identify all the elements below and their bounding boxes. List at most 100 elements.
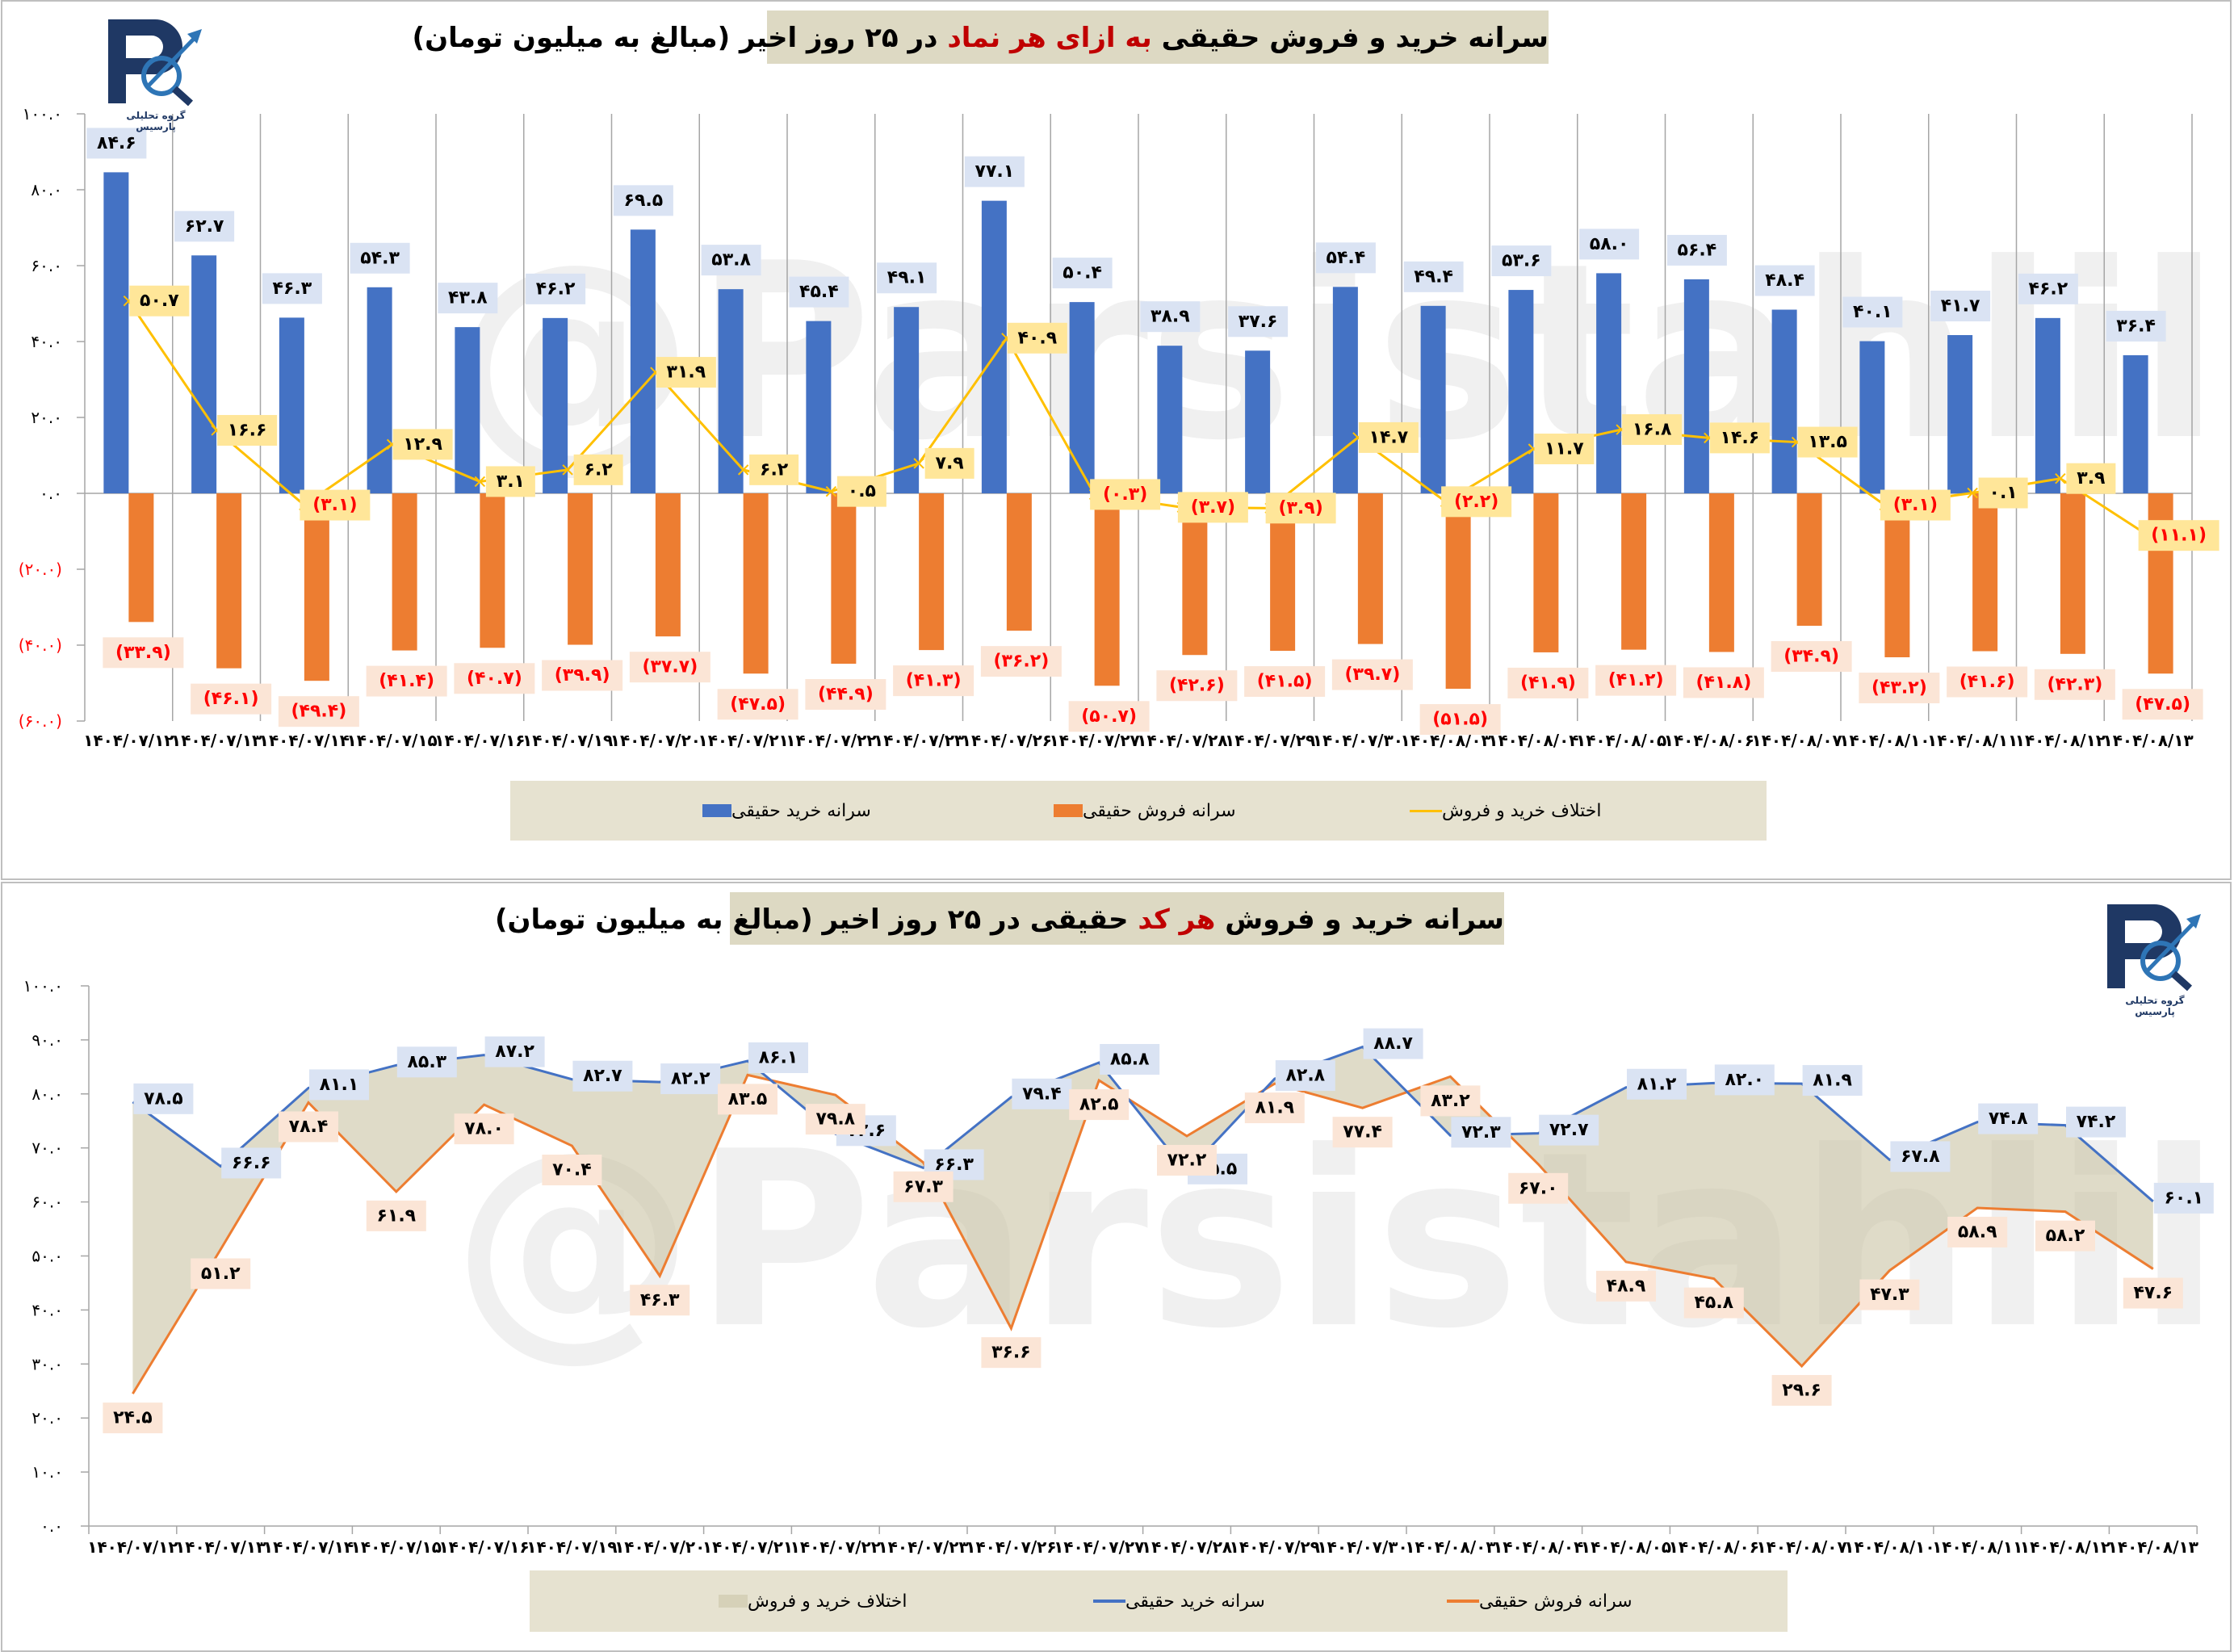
sell-data-label-bg: [1947, 666, 2028, 698]
buy-data-label-text: ۴۰.۱: [1853, 302, 1892, 322]
buy-data-label: ۵۰.۴: [1052, 258, 1113, 289]
buy-data-label-bg: [1052, 258, 1113, 289]
x-tick-label: ۱۴۰۴/۰۷/۱۵: [346, 731, 437, 750]
x-tick-label: ۱۴۰۴/۰۸/۱۲: [2015, 731, 2106, 750]
x-tick-label: ۱۴۰۴/۰۸/۱۰: [1839, 731, 1930, 750]
sell-data-label: ۴۷.۳: [1859, 1279, 1920, 1310]
diff-data-label: ۱۱.۷: [1534, 434, 1595, 465]
bar-buy: [1245, 350, 1271, 493]
bar-buy: [1859, 341, 1885, 493]
buy-data-label-bg: [526, 273, 586, 304]
buy-data-label-bg: [613, 185, 673, 216]
diff-data-label: (۳.۱): [1880, 489, 1951, 521]
buy-data-label: ۴۶.۲: [526, 273, 586, 304]
buy-data-label-text: ۷۸.۵: [144, 1088, 183, 1109]
diff-data-label-bg: [300, 489, 371, 521]
sell-data-label-text: (۳۷.۷): [643, 657, 698, 677]
bar-sell: [304, 493, 329, 681]
sell-data-label-bg: [893, 1171, 954, 1202]
diff-data-label-bg: [1797, 426, 1858, 458]
diff-data-label: ۳.۱: [485, 466, 535, 497]
buy-data-label-text: ۴۸.۴: [1765, 270, 1804, 291]
buy-data-label: ۷۲.۷: [1539, 1114, 1599, 1146]
diff-data-label: ۳۱.۹: [656, 357, 716, 388]
x-tick-label: ۱۴۰۴/۰۷/۲۷: [1049, 731, 1139, 750]
sell-data-label: ۵۸.۹: [1947, 1216, 2008, 1247]
buy-data-label-text: ۸۱.۱: [320, 1075, 359, 1095]
buy-line: [132, 1045, 2154, 1203]
buy-data-label: ۳۸.۹: [1140, 301, 1201, 333]
sell-data-label-text: (۵۰.۷): [1081, 707, 1137, 727]
legend-swatch-sell: [1054, 804, 1083, 817]
buy-data-label: ۷۲.۳: [1451, 1117, 1511, 1148]
sell-data-label-text: ۴۷.۳: [1870, 1285, 1909, 1305]
buy-data-label-bg: [572, 1060, 633, 1092]
logo-top: گروه تحلیلی پارسیس: [107, 18, 205, 132]
bar-sell: [919, 493, 945, 651]
x-tick-label: ۱۴۰۴/۰۸/۱۰: [1844, 1537, 1934, 1557]
diff-data-label-text: ۶.۲: [760, 459, 789, 480]
y-tick-label: ۶۰.۰: [31, 1193, 63, 1212]
sell-data-label-text: (۴۱.۹): [1520, 673, 1576, 693]
sell-data-label-bg: [1771, 1374, 1832, 1406]
buy-data-label: ۷۷.۱: [964, 156, 1025, 187]
bar-sell: [216, 493, 242, 669]
diff-data-label: ۰.۵: [836, 476, 886, 507]
bar-buy: [191, 255, 217, 493]
bar-sell: [1006, 493, 1032, 631]
buy-data-label-text: ۳۷.۶: [1239, 312, 1278, 332]
y-tick-label: ۹۰.۰: [31, 1030, 63, 1050]
buy-data-label-text: ۸۷.۲: [495, 1042, 534, 1062]
sell-data-label-text: ۲۴.۵: [113, 1408, 153, 1428]
buy-data-label: ۴۳.۸: [438, 283, 498, 314]
sell-data-label-text: (۴۷.۵): [730, 694, 786, 715]
sell-data-label-text: ۶۷.۳: [903, 1176, 943, 1197]
bar-buy: [367, 287, 392, 493]
bar-buy: [1683, 279, 1709, 493]
diff-data-label: ۶.۲: [573, 454, 623, 485]
sell-data-label: (۴۶.۱): [191, 683, 272, 715]
sell-data-label-text: (۳۹.۷): [1345, 665, 1401, 685]
buy-data-label: ۸۲.۰: [1714, 1064, 1775, 1096]
x-tick-label: ۱۴۰۴/۰۷/۱۶: [438, 1537, 529, 1557]
bar-buy: [2123, 354, 2148, 493]
y-tick-label: ۱۰.۰: [31, 1462, 63, 1482]
sell-data-label: (۴۲.۳): [2034, 669, 2115, 700]
title-text: سرانه خرید و فروش حقیقی: [1151, 22, 1549, 54]
legend-label: سرانه فروش حقیقی: [1083, 800, 1236, 821]
diff-data-label: (۳.۷): [1177, 492, 1248, 523]
legend-label: سرانه خرید حقیقی: [731, 800, 871, 821]
bar-buy: [279, 317, 304, 493]
diff-data-label-bg: [1534, 434, 1595, 465]
buy-data-label-bg: [350, 242, 410, 274]
buy-data-label-text: ۷۴.۲: [2077, 1112, 2116, 1132]
sell-data-label-text: ۷۸.۰: [464, 1119, 504, 1139]
sell-data-label-text: ۴۶.۳: [640, 1290, 680, 1310]
diff-data-label: ۱۶.۶: [217, 414, 278, 446]
buy-data-label-text: ۴۶.۲: [2029, 279, 2068, 299]
diff-data-label-text: (۳.۱): [312, 495, 357, 515]
buy-data-label-bg: [1140, 301, 1201, 333]
sell-data-label-text: ۷۹.۸: [815, 1109, 855, 1130]
buy-data-label-text: ۶۹.۵: [624, 191, 664, 211]
sell-data-label-bg: [1507, 667, 1589, 698]
buy-data-label: ۳۷.۶: [1228, 306, 1289, 338]
sell-data-label-bg: [1068, 701, 1150, 732]
diff-data-label: ۱۶.۸: [1622, 414, 1683, 446]
x-tick-label: ۱۴۰۴/۰۸/۰۵: [1576, 731, 1666, 750]
buy-data-label-text: ۸۶.۱: [759, 1047, 798, 1067]
sell-data-label-bg: [103, 1403, 163, 1434]
diff-data-label-bg: [1622, 414, 1683, 446]
diff-marker: [825, 485, 837, 497]
x-tick-label: ۱۴۰۴/۰۸/۱۱: [1927, 731, 2018, 750]
sell-data-label-bg: [454, 1113, 514, 1145]
sell-data-label-text: ۸۳.۵: [728, 1089, 768, 1109]
buy-data-label-text: ۶۲.۷: [185, 216, 224, 237]
y-tick-label: ۷۰.۰: [31, 1138, 63, 1158]
bar-sell: [743, 493, 769, 674]
x-tick-label: ۱۴۰۴/۰۷/۲۱: [702, 1537, 793, 1557]
diff-data-label-text: ۳.۱: [497, 472, 525, 492]
sell-data-label: ۴۷.۶: [2123, 1277, 2183, 1309]
sell-data-label-bg: [980, 646, 1062, 677]
bar-sell: [480, 493, 505, 648]
